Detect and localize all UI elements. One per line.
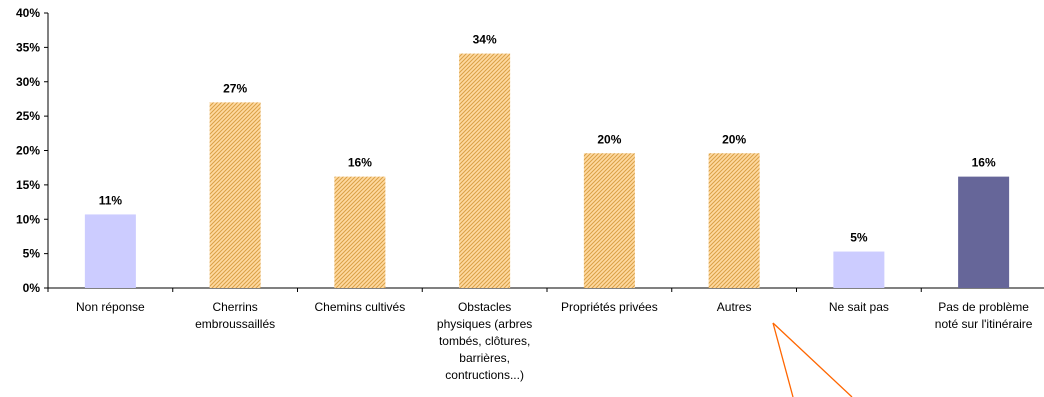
- y-tick-label: 40%: [16, 6, 40, 20]
- y-tick-label: 5%: [23, 247, 41, 261]
- axes: [44, 12, 1044, 292]
- x-tick-label: Pas de problème noté sur l'itinéraire: [935, 300, 1033, 331]
- data-label: 27%: [223, 81, 247, 95]
- y-tick-label: 10%: [16, 212, 40, 226]
- x-tick-label: Autres: [717, 300, 752, 314]
- x-tick-label: Chemins cultivés: [315, 300, 406, 314]
- data-label: 20%: [597, 132, 621, 146]
- x-tick-label: Obstacles physiques (arbres tombés, clôtur…: [437, 300, 532, 382]
- data-label: 16%: [348, 156, 372, 170]
- bar: [833, 251, 885, 288]
- data-label: 20%: [722, 132, 746, 146]
- bar: [334, 176, 386, 288]
- y-tick-label: 0%: [23, 281, 41, 295]
- callout-line: [772, 322, 853, 397]
- data-label: 16%: [972, 156, 996, 170]
- y-tick-label: 15%: [16, 178, 40, 192]
- y-tick-label: 20%: [16, 144, 40, 158]
- y-tick-label: 35%: [16, 40, 40, 54]
- data-labels: 11% 27% 16% 34% 20% 20% 5% 16%: [99, 33, 996, 245]
- y-tick-label: 30%: [16, 75, 40, 89]
- y-tick-labels: 0% 5% 10% 15% 20% 25% 30% 35% 40%: [16, 6, 40, 295]
- bar: [708, 153, 760, 288]
- bar: [84, 214, 136, 288]
- bars: [84, 53, 1010, 288]
- bar: [958, 176, 1010, 288]
- callout-line: [772, 322, 794, 397]
- bar: [209, 102, 261, 288]
- bar: [459, 53, 511, 288]
- data-label: 11%: [99, 193, 123, 207]
- x-tick-label: Non réponse: [76, 300, 145, 314]
- x-tick-label: Propriétés privées: [561, 300, 658, 314]
- x-tick-labels: Non réponse Cherrins embroussaillés Chemins…: [76, 300, 1033, 382]
- x-tick-label: Ne sait pas: [829, 300, 889, 314]
- y-tick-label: 25%: [16, 109, 40, 123]
- data-label: 5%: [850, 231, 868, 245]
- callout-lines: [772, 322, 853, 397]
- x-tick-label: Cherrins embroussaillés: [195, 300, 275, 331]
- bar: [583, 153, 635, 288]
- data-label: 34%: [473, 33, 497, 47]
